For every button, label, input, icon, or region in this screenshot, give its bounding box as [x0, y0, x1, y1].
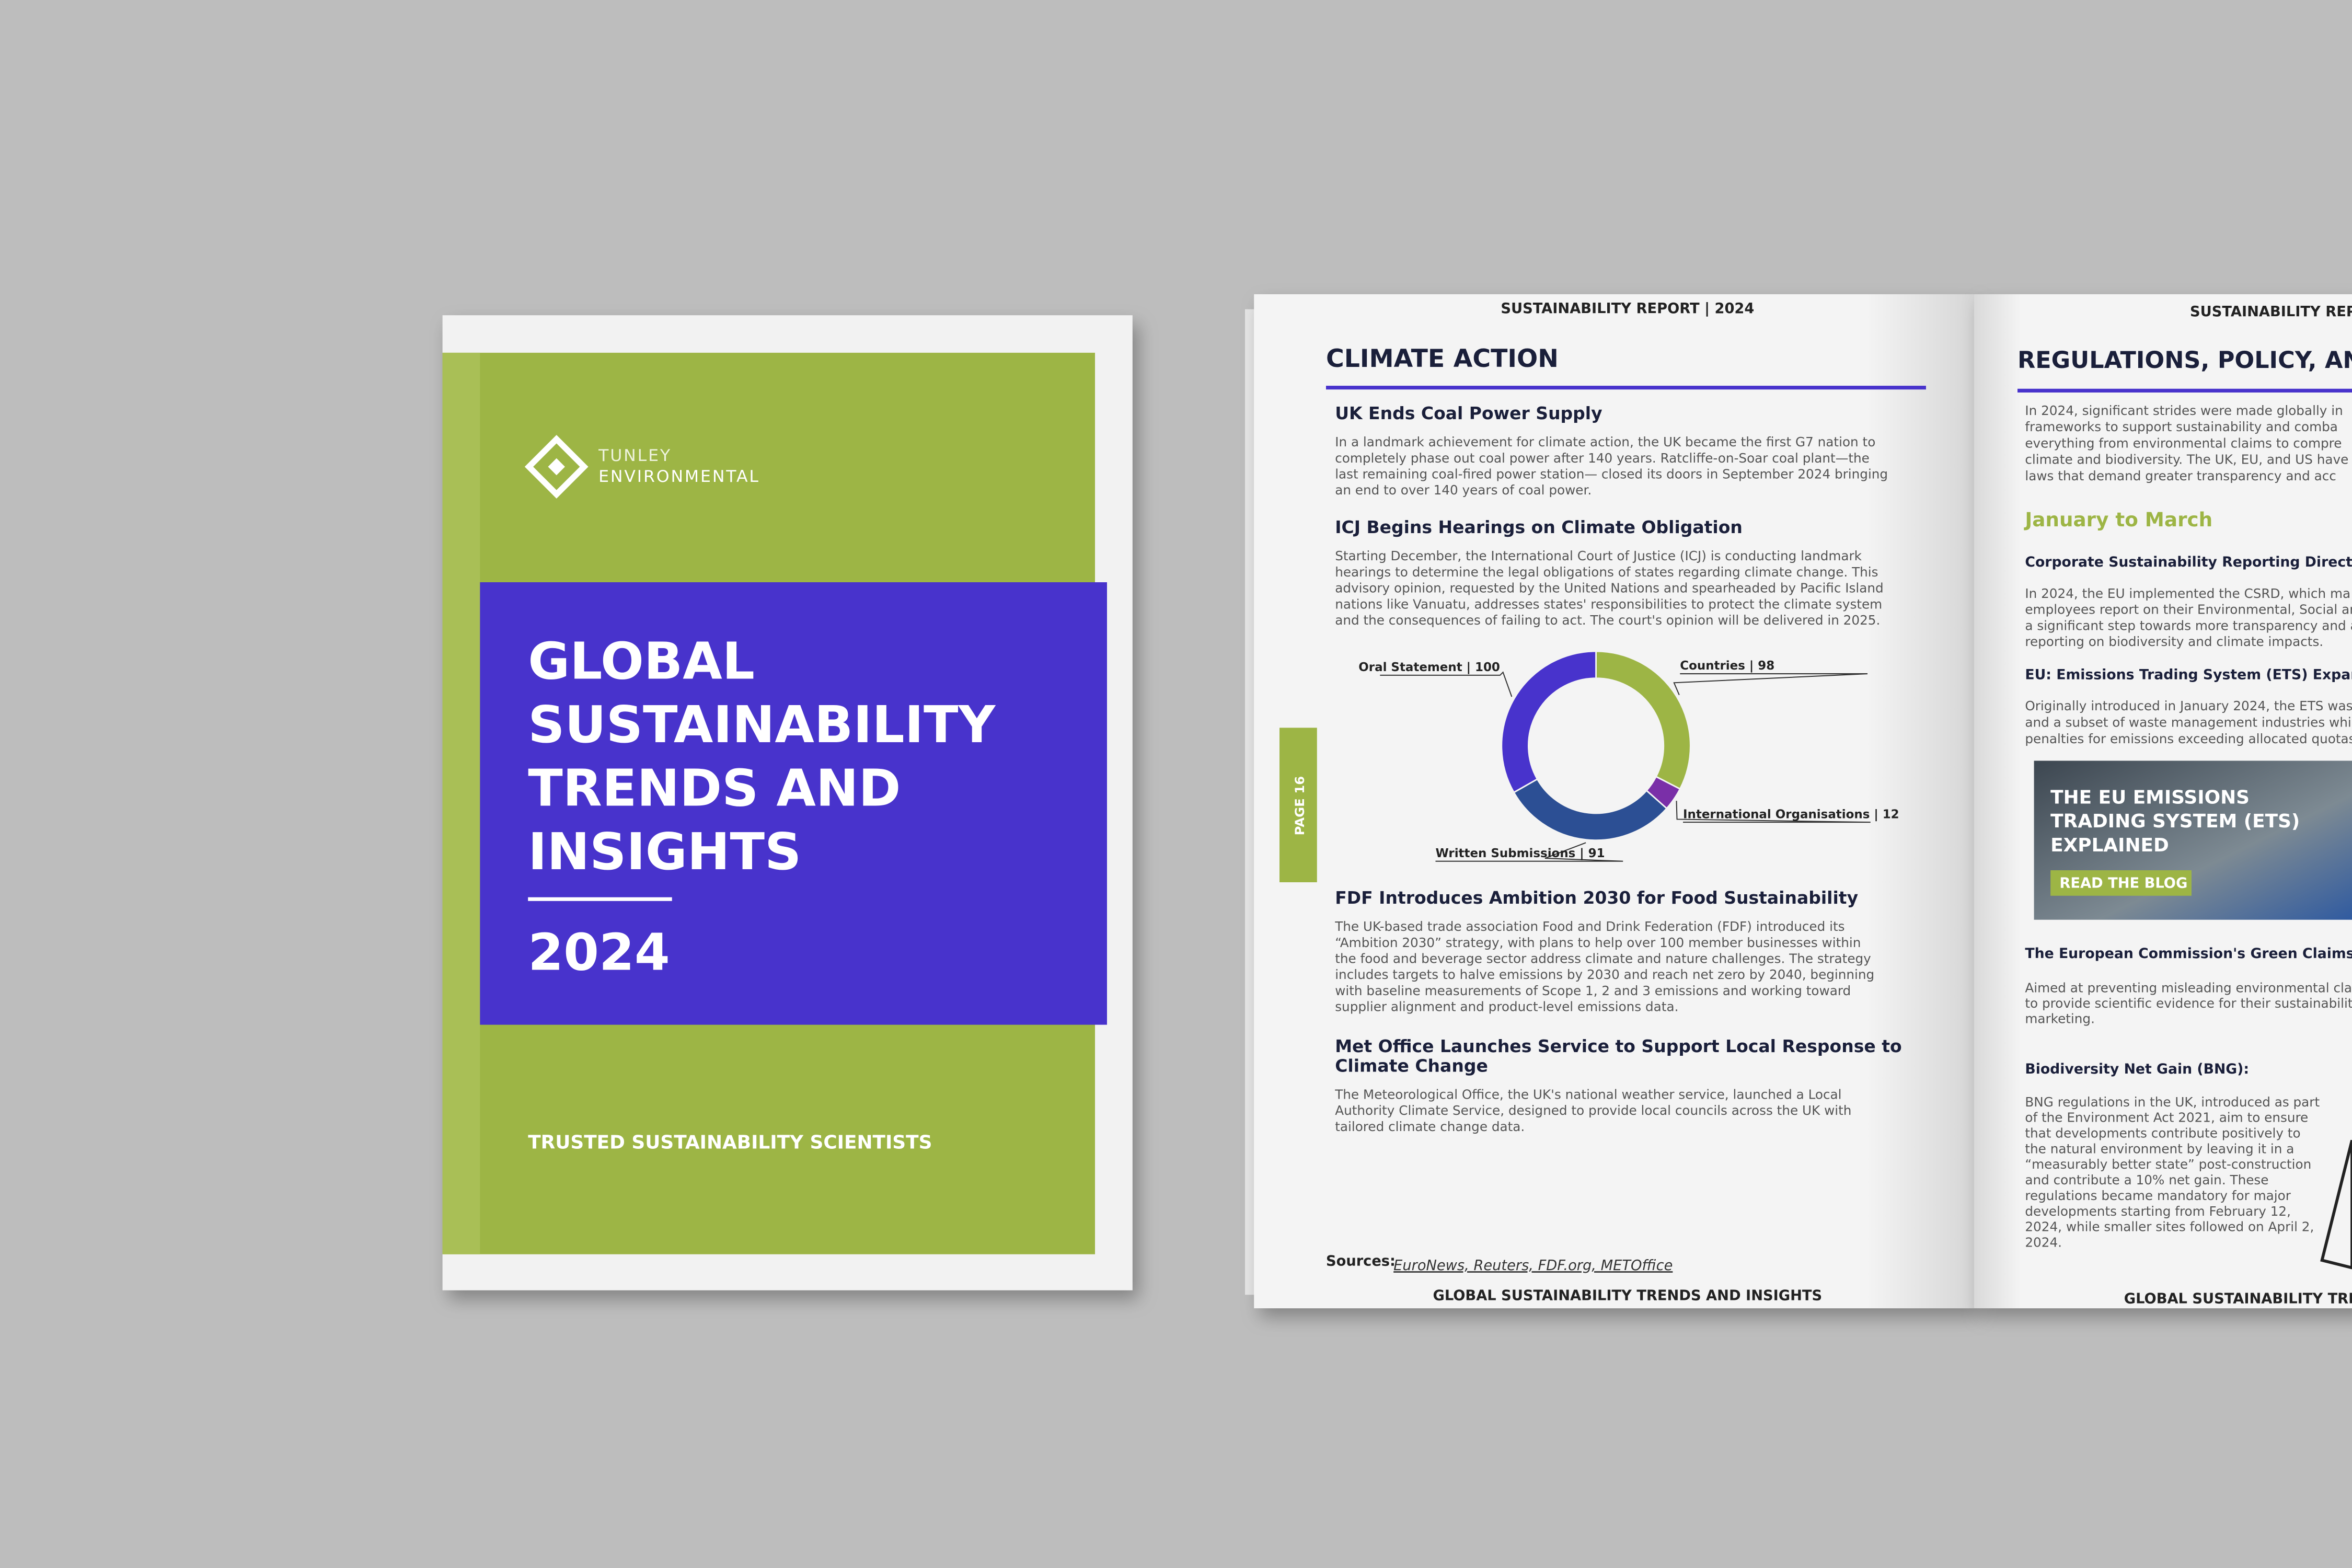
title-rule — [528, 897, 672, 901]
page-heading: REGULATIONS, POLICY, AN — [2017, 347, 2352, 374]
running-header: SUSTAINABILITY REPORT | 2024 — [1501, 301, 1754, 317]
body-line: with baseline measurements of Scope 1, 2… — [1335, 983, 1851, 998]
cover-tagline: TRUSTED SUSTAINABILITY SCIENTISTS — [528, 1132, 932, 1153]
data-label: Oral Statement | 100 — [1358, 661, 1500, 674]
blog-button[interactable] — [2050, 870, 2192, 896]
left-page — [1254, 294, 1974, 1309]
data-label: Countries | 98 — [1680, 659, 1774, 673]
item-title: The European Commission's Green Claims D… — [2025, 946, 2352, 962]
body-line: 2024. — [2025, 1235, 2062, 1250]
body-line: climate and biodiversity. The UK, EU, an… — [2025, 452, 2348, 467]
body-line: everything from environmental claims to … — [2025, 435, 2342, 451]
body-line: completely phase out coal power after 14… — [1335, 451, 1870, 466]
body-line: 2024, while smaller sites followed on Ap… — [2025, 1219, 2314, 1235]
cover: TUNLEY ENVIRONMENTAL GLOBALSUSTAINABILIT… — [442, 315, 1133, 1290]
body-line: and a subset of waste management industr… — [2025, 714, 2351, 730]
cover-spine — [442, 352, 480, 1254]
blog-title-line: THE EU EMISSIONS — [2050, 787, 2250, 808]
body-line: The Meteorological Office, the UK's nati… — [1334, 1087, 1841, 1102]
running-footer: GLOBAL SUSTAINABILITY TRENDS AND INSIGHT… — [1433, 1288, 1823, 1304]
body-line: and contribute a 10% net gain. These — [2025, 1172, 2268, 1187]
blog-title-line: TRADING SYSTEM (ETS) — [2050, 811, 2300, 832]
cover-title-box — [480, 582, 1107, 1025]
sources-links[interactable]: EuroNews, Reuters, FDF.org, METOffice — [1393, 1258, 1673, 1274]
heading-rule — [2017, 388, 2352, 393]
body-line: Aimed at preventing misleading environme… — [2025, 981, 2352, 996]
cover-year: 2024 — [528, 923, 670, 982]
body-line: developments starting from February 12, — [2025, 1204, 2291, 1219]
body-line: “Ambition 2030” strategy, with plans to … — [1335, 935, 1861, 950]
period-heading: January to March — [2023, 508, 2212, 531]
body-line: of the Environment Act 2021, aim to ensu… — [2025, 1110, 2308, 1125]
brand-line: ENVIRONMENTAL — [598, 467, 760, 486]
illustration — [2320, 1139, 2352, 1270]
body-line: last remaining coal-fired power station—… — [1335, 467, 1888, 482]
donut-chart: Countries | 98 International Organisation… — [1358, 650, 1899, 862]
leader-line — [1435, 842, 1623, 862]
body-line: “measurably better state” post-construct… — [2025, 1157, 2311, 1172]
body-line: the food and beverage sector address cli… — [1335, 951, 1871, 966]
section-title: Climate Change — [1335, 1055, 1488, 1076]
cover-title-line: GLOBAL — [528, 632, 755, 691]
body-line: Starting December, the International Cou… — [1335, 548, 1862, 563]
body-line: tailored climate change data. — [1335, 1119, 1525, 1134]
donut-segment — [1595, 650, 1691, 790]
leader-line — [1380, 671, 1513, 697]
body-line: frameworks to support sustainability and… — [2025, 419, 2338, 434]
data-label: International Organisations | 12 — [1683, 808, 1899, 821]
body-line: The UK-based trade association Food and … — [1334, 919, 1844, 934]
body-line: to provide scientific evidence for their… — [2025, 996, 2352, 1011]
body-line: In 2024, the EU implemented the CSRD, wh… — [2025, 586, 2350, 601]
body-line: nations like Vanuatu, addresses states' … — [1335, 596, 1882, 612]
body-line: reporting on biodiversity and climate im… — [2025, 634, 2323, 649]
body-line: advisory opinion, requested by the Unite… — [1335, 581, 1883, 596]
body-line: Authority Climate Service, designed to p… — [1335, 1103, 1851, 1118]
leader-line — [1676, 801, 1871, 823]
body-line: employees report on their Environmental,… — [2025, 602, 2352, 617]
body-line: the natural environment by leaving it in… — [2025, 1141, 2294, 1156]
page-number: PAGE 16 — [1292, 776, 1307, 836]
body-line: includes targets to halve emissions by 2… — [1335, 967, 1874, 982]
body-line: a significant step towards more transpar… — [2025, 618, 2352, 633]
section-title: FDF Introduces Ambition 2030 for Food Su… — [1335, 887, 1858, 908]
cover-title-line: TRENDS AND — [528, 758, 901, 818]
body-line: laws that demand greater transparency an… — [2025, 468, 2336, 483]
body-line: penalties for emissions exceeding alloca… — [2025, 731, 2352, 746]
cover-title-line: INSIGHTS — [528, 822, 801, 882]
cover-title-line: SUSTAINABILITY — [528, 695, 996, 755]
running-header: SUSTAINABILITY REP — [2190, 304, 2352, 320]
body-line: BNG regulations in the UK, introduced as… — [2025, 1094, 2320, 1110]
leader-line — [1673, 673, 1868, 696]
body-line: and the consequences of failing to act. … — [1335, 613, 1880, 628]
heading-rule — [1325, 386, 1926, 390]
body-line: In 2024, significant strides were made g… — [2025, 403, 2343, 418]
body-line: supplier alignment and product-level emi… — [1335, 999, 1678, 1014]
section-title: Met Office Launches Service to Support L… — [1335, 1036, 1901, 1056]
donut-segment — [1513, 778, 1668, 841]
item-title: Biodiversity Net Gain (BNG): — [2025, 1061, 2249, 1077]
body-line: Originally introduced in January 2024, t… — [2025, 698, 2352, 713]
section-title: ICJ Begins Hearings on Climate Obligatio… — [1335, 517, 1743, 537]
body-line: In a landmark achievement for climate ac… — [1335, 434, 1875, 449]
data-label: Written Submissions | 91 — [1435, 847, 1605, 860]
body-line: an end to over 140 years of coal power. — [1335, 482, 1592, 498]
section-title: UK Ends Coal Power Supply — [1335, 403, 1602, 423]
body-line: that developments contribute positively … — [2025, 1126, 2300, 1141]
body-line: hearings to determine the legal obligati… — [1335, 564, 1878, 580]
running-footer: GLOBAL SUSTAINABILITY TRE — [2124, 1290, 2352, 1307]
sources-label: Sources: — [1326, 1253, 1396, 1270]
blog-title-line: EXPLAINED — [2050, 835, 2169, 856]
open-brochure: PAGE 16 SUSTAINABILITY REPORT | 2024 CLI… — [1245, 294, 2352, 1309]
page-tab — [1279, 728, 1317, 882]
blog-button-label[interactable]: READ THE BLOG — [2059, 875, 2187, 891]
brand-line: TUNLEY — [598, 446, 672, 465]
item-title: Corporate Sustainability Reporting Direc… — [2025, 554, 2352, 570]
body-line: regulations became mandatory for major — [2025, 1188, 2291, 1203]
donut-segment — [1501, 650, 1597, 794]
body-line: marketing. — [2025, 1011, 2095, 1026]
page-heading: CLIMATE ACTION — [1326, 344, 1559, 373]
item-title: EU: Emissions Trading System (ETS) Expan… — [2025, 666, 2352, 683]
